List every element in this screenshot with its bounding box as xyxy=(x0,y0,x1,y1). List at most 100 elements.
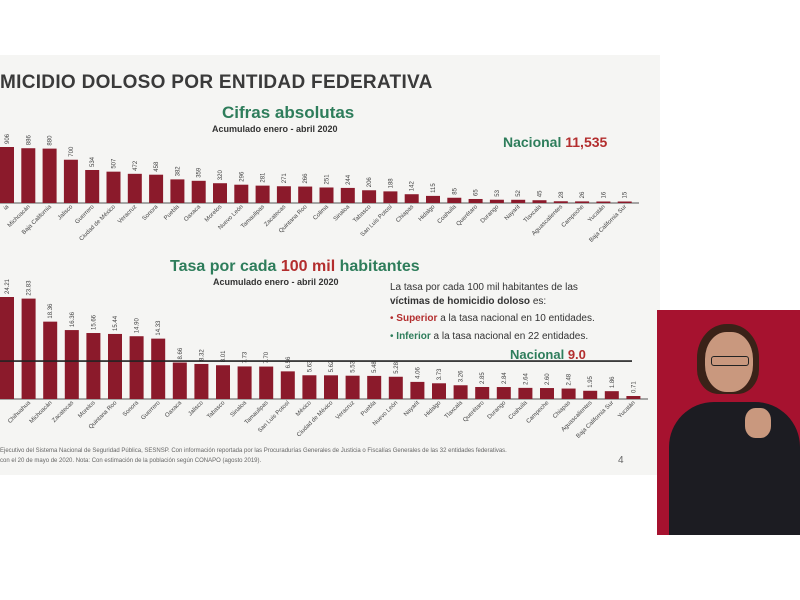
bar xyxy=(0,147,14,203)
category-tick-label: Coahuila xyxy=(508,400,529,421)
bar-value-label: 16 xyxy=(601,191,607,198)
category-tick-label: Oaxaca xyxy=(183,204,202,223)
category-tick-label: Colima xyxy=(312,204,330,222)
bar xyxy=(518,387,533,399)
category-tick-label: Guerrero xyxy=(74,204,96,226)
category-tick-label: Durango xyxy=(487,400,508,421)
bar xyxy=(85,169,100,203)
bar-value-label: 886 xyxy=(26,135,32,146)
rate-chart: 24.21 23.83Chihuahua18.36Michoacán16.36Za… xyxy=(0,278,648,440)
bar xyxy=(298,186,313,203)
bar-value-label: 472 xyxy=(133,160,139,171)
category-tick-label: Sinaloa xyxy=(230,400,249,419)
bar-value-label: 18.36 xyxy=(48,303,54,319)
category-tick-label: Zacatecas xyxy=(51,400,75,424)
bottom-chart-subtitle: Acumulado enero - abril 2020 xyxy=(213,277,339,287)
bar-value-label: 359 xyxy=(197,167,203,178)
bar-value-label: 7.70 xyxy=(264,351,270,363)
category-tick-label: Jalisco xyxy=(57,204,75,222)
category-tick-label: Coahuila xyxy=(437,204,458,225)
bar-value-label: 534 xyxy=(90,156,96,167)
bar-value-label: 24.21 xyxy=(5,278,11,294)
bar-value-label: 3.26 xyxy=(459,370,465,382)
category-tick-label: Veracruz xyxy=(117,204,138,225)
category-tick-label: Puebla xyxy=(163,204,181,222)
bar xyxy=(21,298,36,399)
bar xyxy=(511,199,526,203)
top-nacional-value: 11,535 xyxy=(565,134,608,150)
bar-value-label: 5.48 xyxy=(372,361,378,373)
bar xyxy=(626,396,641,399)
category-tick-label: Campeche xyxy=(561,204,586,229)
bar xyxy=(489,199,504,203)
bar xyxy=(362,190,377,203)
bar-value-label: 5.63 xyxy=(307,360,313,372)
category-tick-label: México xyxy=(295,400,313,418)
bar xyxy=(276,186,291,203)
bar-value-label: 5.28 xyxy=(394,361,400,373)
category-tick-label: Sinaloa xyxy=(333,204,352,223)
bar-value-label: 8.66 xyxy=(178,347,184,359)
bar-value-label: 2.85 xyxy=(480,372,486,384)
bottom-title-after: habitantes xyxy=(339,258,420,275)
bar-value-label: 14.90 xyxy=(135,318,141,334)
category-tick-label: Sonora xyxy=(122,400,140,418)
bar xyxy=(553,201,568,203)
bar xyxy=(21,148,36,203)
slide-title: MICIDIO DOLOSO POR ENTIDAD FEDERATIVA xyxy=(0,72,433,93)
top-chart-title: Cifras absolutas xyxy=(222,103,355,122)
bar xyxy=(447,197,462,203)
bar-value-label: 5.53 xyxy=(351,360,357,372)
bar-value-label: 271 xyxy=(282,173,288,184)
interpreter-hand xyxy=(745,408,771,438)
bar xyxy=(63,159,78,203)
bar xyxy=(404,194,419,203)
bar-value-label: 8.32 xyxy=(199,349,205,361)
bullet-inferior-text: a la tasa nacional en 22 entidades. xyxy=(433,331,589,342)
bullet-inferior: • Inferior a la tasa nacional en 22 enti… xyxy=(390,331,588,342)
bar xyxy=(583,390,598,399)
bar xyxy=(319,187,334,203)
bar xyxy=(324,375,338,399)
bar-value-label: 52 xyxy=(516,189,522,196)
bar xyxy=(540,388,554,399)
bar-value-label: 6.56 xyxy=(286,356,292,368)
bar xyxy=(383,191,398,203)
bottom-title-before: Tasa por cada xyxy=(170,258,277,275)
bar xyxy=(280,371,295,399)
bottom-title-highlight: 100 mil xyxy=(280,258,336,275)
bar xyxy=(213,183,227,203)
slide-background xyxy=(0,55,660,475)
sign-language-interpreter-video xyxy=(657,310,800,535)
bar-value-label: 14.33 xyxy=(156,320,162,336)
rate-note: La tasa por cada 100 mil habitantes de l… xyxy=(390,281,652,309)
category-tick-label: Veracruz xyxy=(335,400,356,421)
bar xyxy=(575,201,590,203)
top-nacional-text: Nacional xyxy=(503,134,562,150)
bar xyxy=(259,366,274,399)
category-tick-label: Querétaro xyxy=(462,400,486,424)
category-tick-label: Oaxaca xyxy=(164,400,183,419)
bar xyxy=(432,383,446,399)
bottom-nacional-value: 9.0 xyxy=(567,347,586,362)
category-tick-label: Nayarit xyxy=(403,400,421,418)
bar xyxy=(426,195,440,203)
bottom-nacional-text: Nacional xyxy=(510,347,565,362)
bar-value-label: 906 xyxy=(5,133,11,144)
bar xyxy=(216,365,230,399)
category-tick-label: Yucatán xyxy=(587,204,607,224)
bar-value-label: 65 xyxy=(474,189,480,196)
category-tick-label: Durango xyxy=(480,204,501,225)
bar-value-label: 15.44 xyxy=(113,315,119,331)
category-tick-label: Chiapas xyxy=(395,204,415,224)
bullet-superior-text: a la tasa nacional en 10 entidades. xyxy=(440,313,595,324)
bar-value-label: 244 xyxy=(346,174,352,185)
category-tick-label: Tlaxcala xyxy=(444,400,465,421)
bar-value-label: 115 xyxy=(431,183,437,193)
bar xyxy=(596,201,611,203)
category-tick-label: Tabasco xyxy=(206,400,227,421)
bullet-superior: • Superior a la tasa nacional en 10 enti… xyxy=(390,313,595,324)
bar-value-label: 45 xyxy=(538,190,544,197)
category-tick-label: Baja California Sur xyxy=(576,400,616,440)
bar-value-label: 53 xyxy=(495,189,501,196)
